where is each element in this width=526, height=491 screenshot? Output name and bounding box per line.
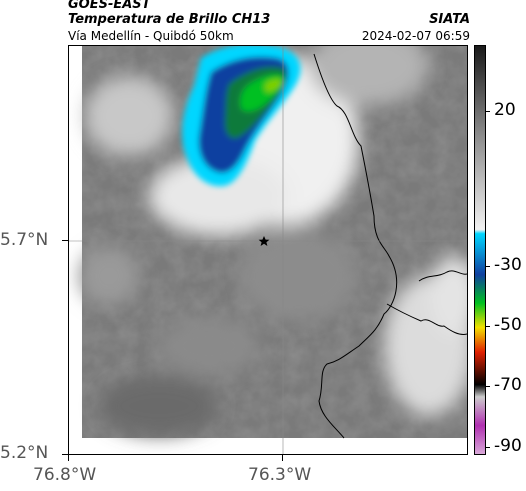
satellite-map[interactable] bbox=[68, 45, 468, 455]
river-line bbox=[418, 270, 467, 282]
bright-clouds bbox=[79, 46, 467, 436]
colorbar-label-minus-90: -90 bbox=[494, 436, 522, 456]
colorbar-tick bbox=[486, 266, 490, 267]
star-icon bbox=[258, 236, 270, 246]
region-label: Vía Medellín - Quibdó 50km bbox=[68, 29, 234, 43]
colorbar-label-minus-30: -30 bbox=[494, 255, 522, 275]
colorbar-tick bbox=[486, 111, 490, 112]
colorbar-label-20: 20 bbox=[494, 100, 516, 120]
colorbar-label-minus-70: -70 bbox=[494, 375, 522, 395]
lon-label-76-8: 76.8°W bbox=[33, 465, 97, 485]
satellite-title: GOES-EAST bbox=[68, 0, 151, 12]
border-line bbox=[386, 303, 467, 335]
colorbar-tick bbox=[486, 326, 490, 327]
cold-cloud-core bbox=[182, 46, 301, 187]
lon-label-76-3: 76.3°W bbox=[248, 465, 312, 485]
lat-tick bbox=[62, 454, 68, 455]
lat-label-5-2: 5.2°N bbox=[0, 443, 49, 463]
colorbar-label-minus-50: -50 bbox=[494, 315, 522, 335]
map-image bbox=[69, 46, 467, 454]
lat-tick bbox=[62, 240, 68, 241]
product-title: Temperatura de Brillo CH13 bbox=[68, 12, 271, 27]
colorbar bbox=[474, 45, 486, 455]
lon-tick bbox=[68, 455, 69, 461]
colorbar-tick bbox=[486, 447, 490, 448]
org-label: SIATA bbox=[429, 12, 470, 27]
coastline bbox=[313, 53, 398, 439]
lon-tick bbox=[282, 455, 283, 461]
timestamp-label: 2024-02-07 06:59 bbox=[361, 29, 470, 43]
lat-label-5-7: 5.7°N bbox=[0, 230, 49, 250]
colorbar-tick bbox=[486, 386, 490, 387]
